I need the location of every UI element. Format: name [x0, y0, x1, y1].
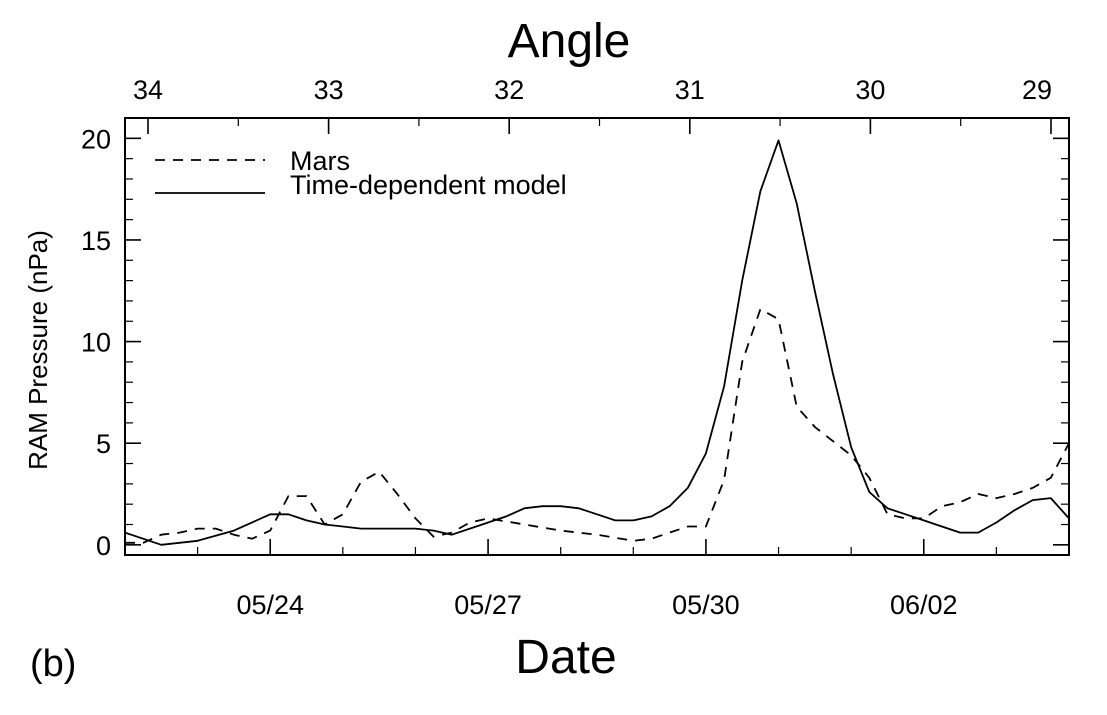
top-tick-label: 29 [1022, 75, 1052, 105]
y-axis-title: RAM Pressure (nPa) [23, 230, 53, 470]
x-tick-label: 05/30 [672, 590, 740, 620]
y-tick-label: 0 [96, 531, 111, 561]
top-tick-label: 32 [494, 75, 524, 105]
x-axis-ticks [124, 539, 1070, 555]
y-tick-label: 20 [81, 124, 111, 154]
y-axis-ticks [125, 117, 1069, 546]
mars-series-line [125, 308, 1070, 544]
y-tick-label: 15 [81, 226, 111, 256]
x-axis-tick-labels: 05/24 05/27 05/30 06/02 [236, 590, 957, 620]
x-tick-label: 05/24 [236, 590, 304, 620]
top-tick-label: 31 [675, 75, 705, 105]
panel-label: (b) [30, 643, 76, 685]
x-tick-label: 05/27 [454, 590, 522, 620]
top-tick-label: 33 [314, 75, 344, 105]
top-tick-label: 30 [855, 75, 885, 105]
series-lines [124, 139, 1070, 546]
legend: Mars Time-dependent model [155, 146, 567, 200]
y-tick-label: 10 [81, 328, 111, 358]
legend-mars-label: Mars [290, 146, 350, 176]
x-tick-label: 06/02 [890, 590, 958, 620]
top-tick-label: 34 [133, 75, 163, 105]
y-tick-label: 5 [96, 429, 111, 459]
top-axis-title: Angle [508, 15, 631, 68]
model-series-line [124, 139, 1070, 546]
x-axis-title: Date [515, 631, 616, 684]
y-axis-tick-labels: 0 5 10 15 20 [81, 124, 111, 561]
top-axis-ticks [147, 118, 1052, 134]
top-axis-tick-labels: 34 33 32 31 30 29 [133, 75, 1052, 105]
legend-model-label: Time-dependent model [290, 170, 567, 200]
plot-frame [124, 117, 1070, 556]
